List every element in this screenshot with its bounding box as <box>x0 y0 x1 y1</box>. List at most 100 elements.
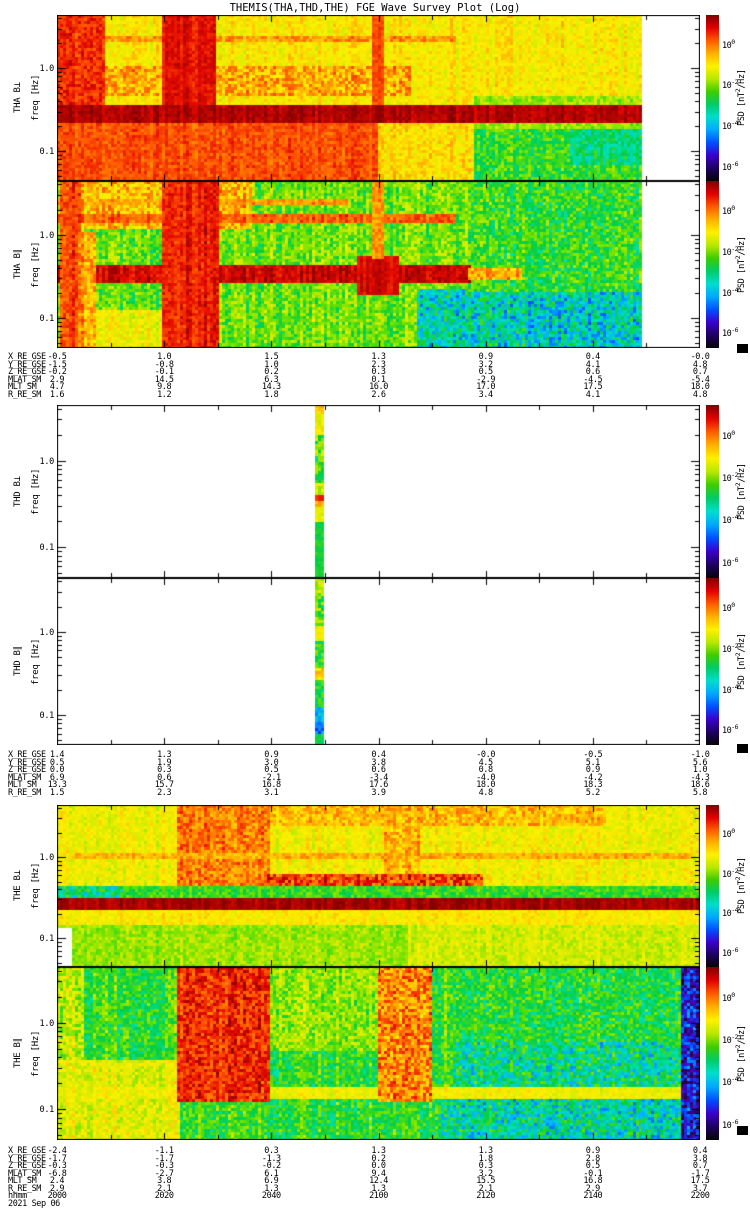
ephemeris-value: 0.5 <box>264 765 279 775</box>
ephemeris-value: 3.8 <box>692 1153 708 1164</box>
ephemeris-value: 14.5 <box>154 374 174 385</box>
page-title: THEMIS(THA,THD,THE) FGE Wave Survey Plot… <box>229 2 521 14</box>
ephemeris-value: 1.4 <box>49 750 65 760</box>
ephemeris-value: 0.5 <box>49 757 65 768</box>
colorbar-tick-exponent: -6 <box>731 159 739 168</box>
colorbar-tick-base: 10 <box>722 726 732 737</box>
colorbar-label-sup: 2 <box>734 876 742 881</box>
ephemeris-row: X_RE_GSE -0.5 1.0 1.5 1.3 0.9 0.4 -0.0 <box>0 352 750 362</box>
ephemeris-value: -0.3 <box>47 1161 67 1171</box>
ephemeris-value: 1.3 <box>157 750 172 760</box>
colorbar-tick-exponent: -6 <box>731 723 739 732</box>
colorbar-tick-base: 10 <box>722 1120 732 1131</box>
freq-tick-label: 1.0 <box>39 1018 55 1029</box>
spectrogram-canvas-tha-bpar <box>57 181 700 348</box>
colorbar-tick-exponent: 0 <box>731 600 735 609</box>
colorbar-tick-base: 10 <box>722 121 732 132</box>
ephemeris-value: 18.0 <box>476 780 496 790</box>
ephemeris-value: 3.4 <box>478 389 494 400</box>
colorbar-label: PSD [nT2/Hz] <box>734 15 747 181</box>
ephemeris-value: 1.5 <box>264 352 279 362</box>
colorbar-endcap-artifact <box>737 744 748 753</box>
colorbar-tick-base: 10 <box>722 558 732 569</box>
ephemeris-row: MLAT_SM 6.9 0.6 -2.1 -3.4 -4.0 -4.2 -4.3 <box>0 772 750 783</box>
colorbar <box>706 967 719 1140</box>
ephemeris-row: Z_RE_GSE 0.0 0.3 0.5 0.6 0.8 0.9 1.0 <box>0 765 750 775</box>
colorbar-tick-label: 10-4 <box>722 119 739 132</box>
spectrogram-canvas-thd-bpar <box>57 578 700 745</box>
ephemeris-row-label: Y_RE_GSE <box>8 1153 46 1164</box>
colorbar-tick-label: 10-6 <box>722 556 739 569</box>
ephemeris-value: 16.0 <box>369 382 388 392</box>
spectrogram-canvas-tha-bperp <box>57 15 700 181</box>
ephemeris-row-label: Z_RE_GSE <box>8 1161 46 1171</box>
ephemeris-value: 5.2 <box>585 787 601 798</box>
ephemeris-value: 2.3 <box>371 359 386 370</box>
colorbar-label-post: /Hz] <box>736 857 747 877</box>
colorbar-tick-label: 100 <box>722 429 735 442</box>
ephemeris-row-label: R_RE_SM <box>8 787 42 798</box>
colorbar-label: PSD [nT2/Hz] <box>734 967 747 1140</box>
ephemeris-value: -4.0 <box>476 772 496 783</box>
ephemeris-value: -1.7 <box>690 1168 710 1179</box>
ephemeris-row-label: MLAT_SM <box>8 1168 42 1179</box>
colorbar-tick-exponent: 0 <box>731 990 735 999</box>
colorbar <box>706 805 719 967</box>
ephemeris-value: 3.8 <box>371 757 386 768</box>
colorbar-tick-label: 10-4 <box>722 1075 739 1088</box>
colorbar-label-sup: 2 <box>734 652 742 657</box>
ephemeris-value: 2.8 <box>585 1153 601 1164</box>
colorbar-tick-exponent: -6 <box>731 326 739 335</box>
ephemeris-value: 1.9 <box>157 757 172 768</box>
ephemeris-value: -3.4 <box>369 772 388 783</box>
colorbar-tick-base: 10 <box>722 516 732 527</box>
ephemeris-value: 1.8 <box>478 1153 494 1164</box>
ephemeris-value: 0.2 <box>264 367 279 377</box>
ephemeris-row-label: Y_RE_GSE <box>8 359 46 370</box>
ephemeris-value: 3.2 <box>478 359 494 370</box>
colorbar-tick-base: 10 <box>722 473 732 484</box>
ephemeris-value: 5.6 <box>692 757 708 768</box>
ephemeris-value: 15.7 <box>154 780 174 790</box>
ephemeris-value: -4.2 <box>583 772 603 783</box>
colorbar-tick-label: 100 <box>722 991 735 1004</box>
ephemeris-value: -0.5 <box>47 352 67 362</box>
colorbar-tick-label: 10-4 <box>722 906 739 919</box>
ephemeris-value: -0.2 <box>261 1161 281 1171</box>
colorbar-tick-exponent: -4 <box>731 682 739 691</box>
ephemeris-value: 0.4 <box>692 1146 708 1156</box>
ephemeris-row: Y_RE_GSE -1.7 -1.7 -1.3 0.2 1.8 2.8 3.8 <box>0 1153 750 1164</box>
colorbar-label: PSD [nT2/Hz] <box>734 405 747 578</box>
ephemeris-value: 3.2 <box>478 1168 494 1179</box>
ephemeris-value: 2140 <box>583 1191 603 1201</box>
ephemeris-value: 3.8 <box>157 1176 172 1186</box>
colorbar-endcap-artifact <box>737 344 748 353</box>
ephemeris-row-label: Z_RE_GSE <box>8 367 46 377</box>
colorbar-tick-base: 10 <box>722 247 732 258</box>
ephemeris-row: Z_RE_GSE -0.3 -0.3 -0.2 0.0 0.3 0.5 0.7 <box>0 1161 750 1171</box>
ephemeris-value: -1.7 <box>47 1153 67 1164</box>
ephemeris-row: hhmm 2000 2020 2040 2100 2120 2140 2200 <box>0 1191 750 1201</box>
colorbar-tick-base: 10 <box>722 81 732 92</box>
colorbar-tick-label: 10-4 <box>722 285 739 299</box>
spectrogram-canvas-the-bpar <box>57 967 700 1140</box>
colorbar-tick-label: 100 <box>722 827 735 840</box>
ephemeris-value: 0.4 <box>371 750 386 760</box>
colorbar-label-sup: 2 <box>734 255 742 260</box>
colorbar-tick-exponent: -4 <box>731 285 739 294</box>
spectrogram-canvas-thd-bperp <box>57 405 700 578</box>
ephemeris-value: 18.3 <box>583 780 603 790</box>
ephemeris-value: 2.1 <box>478 1183 494 1194</box>
ephemeris-value: 0.2 <box>371 1153 386 1164</box>
ephemeris-value: -2.1 <box>261 772 281 783</box>
ephemeris-value: 13.3 <box>47 780 67 790</box>
colorbar-label-pre: PSD [nT <box>736 92 747 127</box>
ephemeris-value: 18.6 <box>690 780 710 790</box>
ephemeris-value: 5.8 <box>692 787 708 798</box>
ephemeris-value: 0.9 <box>478 352 494 362</box>
ephemeris-value: -2.4 <box>47 1146 67 1156</box>
ephemeris-value: 14.3 <box>261 382 281 392</box>
ephemeris-row: R_RE_SM 1.5 2.3 3.1 3.9 4.8 5.2 5.8 <box>0 787 750 798</box>
ephemeris-row-label: X_RE_GSE <box>8 352 46 362</box>
spectrogram-canvas-the-bperp <box>57 805 700 967</box>
